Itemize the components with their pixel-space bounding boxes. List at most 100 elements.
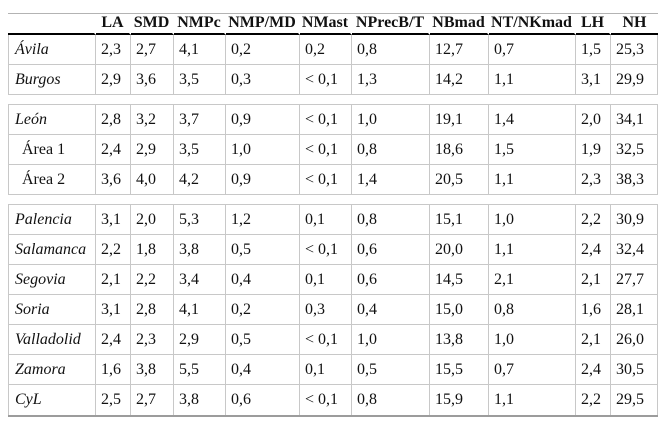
column-header: LA — [96, 14, 131, 35]
value-cell: 4,1 — [174, 35, 226, 65]
value-cell: 1,1 — [489, 165, 576, 195]
value-cell: 2,1 — [96, 265, 131, 295]
value-cell: 34,1 — [611, 105, 658, 135]
column-header: NMP/MD — [226, 14, 300, 35]
table-row: Segovia 2,1 2,2 3,4 0,4 0,1 0,6 14,5 2,1 2,1 27,7 — [8, 265, 658, 295]
table-row: CyL 2,5 2,7 3,8 0,6 < 0,1 0,8 15,9 1,1 2,2 29,5 — [8, 385, 658, 415]
row-label: León — [8, 105, 96, 135]
value-cell: 2,4 — [576, 235, 611, 265]
value-cell: 12,7 — [430, 35, 489, 65]
column-header: NMPc — [174, 14, 226, 35]
value-cell: 26,0 — [611, 325, 658, 355]
value-cell: 2,0 — [576, 105, 611, 135]
value-cell: 1,9 — [576, 135, 611, 165]
value-cell: 4,1 — [174, 295, 226, 325]
value-cell: 2,7 — [131, 35, 174, 65]
value-cell: 1,0 — [489, 325, 576, 355]
value-cell: 15,1 — [430, 205, 489, 235]
value-cell: 2,0 — [131, 205, 174, 235]
value-cell: 3,4 — [174, 265, 226, 295]
value-cell: 3,8 — [174, 235, 226, 265]
value-cell: 3,8 — [131, 355, 174, 385]
value-cell: 2,1 — [576, 265, 611, 295]
value-cell: 2,9 — [96, 65, 131, 95]
value-cell: 1,0 — [489, 205, 576, 235]
value-cell: 2,9 — [131, 135, 174, 165]
value-cell: 1,8 — [131, 235, 174, 265]
value-cell: 0,8 — [352, 35, 430, 65]
value-cell: 0,6 — [226, 385, 300, 415]
value-cell: 1,1 — [489, 65, 576, 95]
row-label: Palencia — [8, 205, 96, 235]
value-cell: 0,8 — [352, 205, 430, 235]
separator-row — [8, 195, 658, 205]
value-cell: 32,4 — [611, 235, 658, 265]
table-body: Ávila 2,3 2,7 4,1 0,2 0,2 0,8 12,7 0,7 1,5 25,3 Bur… — [8, 35, 658, 415]
value-cell: 29,9 — [611, 65, 658, 95]
value-cell: 30,9 — [611, 205, 658, 235]
row-label: Área 2 — [8, 165, 96, 195]
value-cell: 1,5 — [489, 135, 576, 165]
value-cell: < 0,1 — [300, 325, 352, 355]
value-cell: 20,5 — [430, 165, 489, 195]
value-cell: 2,1 — [489, 265, 576, 295]
value-cell: 0,9 — [226, 105, 300, 135]
value-cell: 14,5 — [430, 265, 489, 295]
value-cell: 3,2 — [131, 105, 174, 135]
value-cell: 2,3 — [131, 325, 174, 355]
row-label: Zamora — [8, 355, 96, 385]
value-cell: 3,6 — [96, 165, 131, 195]
value-cell: 0,6 — [352, 235, 430, 265]
value-cell: 2,8 — [96, 105, 131, 135]
value-cell: 2,9 — [174, 325, 226, 355]
value-cell: 3,8 — [174, 385, 226, 415]
value-cell: 20,0 — [430, 235, 489, 265]
value-cell: 1,0 — [226, 135, 300, 165]
value-cell: 3,1 — [576, 65, 611, 95]
value-cell: < 0,1 — [300, 135, 352, 165]
value-cell: 0,4 — [226, 355, 300, 385]
value-cell: 2,2 — [96, 235, 131, 265]
value-cell: 0,8 — [352, 135, 430, 165]
value-cell: 0,6 — [352, 265, 430, 295]
value-cell: 2,1 — [576, 325, 611, 355]
value-cell: 0,4 — [226, 265, 300, 295]
value-cell: 0,3 — [226, 65, 300, 95]
value-cell: 18,6 — [430, 135, 489, 165]
column-header: NH — [611, 14, 658, 35]
value-cell: < 0,1 — [300, 105, 352, 135]
value-cell: 0,2 — [300, 35, 352, 65]
value-cell: 15,5 — [430, 355, 489, 385]
value-cell: < 0,1 — [300, 65, 352, 95]
value-cell: 3,7 — [174, 105, 226, 135]
column-header: NBmad — [430, 14, 489, 35]
value-cell: 1,5 — [576, 35, 611, 65]
value-cell: 32,5 — [611, 135, 658, 165]
statistics-table: LA SMD NMPc NMP/MD NMast NPrecB/T NBmad NT/NKma… — [8, 13, 658, 417]
value-cell: 0,8 — [352, 385, 430, 415]
value-cell: 3,5 — [174, 135, 226, 165]
row-label: CyL — [8, 385, 96, 415]
value-cell: 0,3 — [300, 295, 352, 325]
row-label: Valladolid — [8, 325, 96, 355]
value-cell: 0,1 — [300, 265, 352, 295]
row-label: Área 1 — [8, 135, 96, 165]
row-label: Burgos — [8, 65, 96, 95]
value-cell: 4,2 — [174, 165, 226, 195]
value-cell: < 0,1 — [300, 165, 352, 195]
row-label: Ávila — [8, 35, 96, 65]
column-header: SMD — [131, 14, 174, 35]
table-row: Soria 3,1 2,8 4,1 0,2 0,3 0,4 15,0 0,8 1,6 28,1 — [8, 295, 658, 325]
value-cell: 1,1 — [489, 385, 576, 415]
value-cell: 3,1 — [96, 205, 131, 235]
value-cell: 0,2 — [226, 295, 300, 325]
table-row: Salamanca 2,2 1,8 3,8 0,5 < 0,1 0,6 20,0 1,1 2,4 3… — [8, 235, 658, 265]
table-row: Área 2 3,6 4,0 4,2 0,9 < 0,1 1,4 20,5 1,1 2,3 38,3 — [8, 165, 658, 195]
value-cell: 0,1 — [300, 355, 352, 385]
value-cell: 3,5 — [174, 65, 226, 95]
value-cell: 3,1 — [96, 295, 131, 325]
value-cell: 1,6 — [96, 355, 131, 385]
value-cell: 1,0 — [352, 105, 430, 135]
value-cell: 1,3 — [352, 65, 430, 95]
value-cell: 0,1 — [300, 205, 352, 235]
